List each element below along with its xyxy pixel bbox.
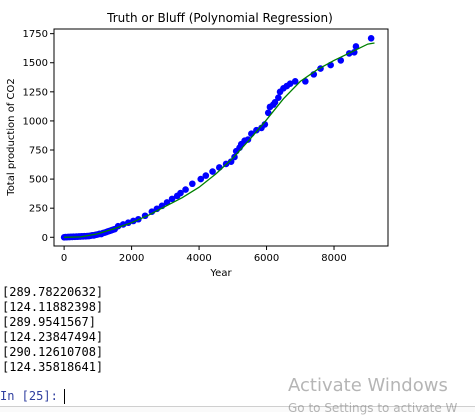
output-line: [124.11882398] [2, 300, 104, 314]
data-point [189, 180, 196, 188]
data-point [350, 48, 358, 56]
y-tick-label: 1500 [23, 58, 48, 69]
y-tick-label: 250 [29, 204, 48, 215]
input-prompt: In [25]: [0, 389, 58, 403]
y-tick-label: 500 [29, 175, 48, 186]
code-cell-input[interactable] [0, 406, 475, 412]
output-line: [289.9541567] [2, 315, 96, 329]
x-tick-label: 0 [61, 253, 67, 264]
chart-title: Truth or Bluff (Polynomial Regression) [106, 11, 333, 25]
data-point [227, 158, 235, 165]
output-line: [124.23847494] [2, 330, 104, 344]
watermark-title: Activate Windows [288, 375, 448, 396]
y-tick-label: 1000 [23, 116, 48, 127]
data-point [168, 195, 176, 203]
data-point [291, 78, 299, 85]
data-point [209, 168, 216, 175]
data-point [148, 208, 156, 215]
data-point [202, 172, 210, 179]
data-point [352, 43, 360, 50]
x-tick-label: 6000 [254, 253, 279, 264]
y-tick-label: 750 [29, 146, 48, 157]
x-axis-label: Year [209, 268, 232, 279]
axes: 0 2000 4000 6000 8000 0 250 500 750 1000 1250 1500 1… [23, 29, 347, 264]
data-point [244, 136, 252, 143]
y-tick-label: 1250 [23, 87, 48, 98]
data-point [275, 94, 282, 101]
output-line: [289.78220632] [2, 285, 104, 299]
regression-line [64, 42, 375, 238]
y-tick-label: 1750 [23, 29, 48, 40]
y-axis-label: Total production of CO2 [6, 78, 17, 196]
watermark-subtitle: Go to Settings to activate W [288, 401, 458, 415]
text-cursor[interactable] [64, 389, 65, 404]
output-line: [290.12610708] [2, 345, 104, 359]
data-point [337, 57, 345, 64]
data-point [264, 109, 272, 117]
output-line: [124.35818641] [2, 360, 104, 374]
data-point [253, 126, 260, 134]
data-point [286, 80, 294, 87]
data-point [367, 35, 375, 42]
data-point [216, 164, 223, 171]
x-tick-label: 8000 [321, 253, 346, 264]
x-tick-label: 2000 [119, 253, 144, 264]
x-tick-label: 4000 [186, 253, 211, 264]
data-point [197, 175, 205, 183]
regression-plot: Truth or Bluff (Polynomial Regression) 0… [6, 11, 389, 279]
data-point [177, 189, 184, 197]
data-point [182, 186, 189, 193]
data-marks [60, 35, 375, 241]
data-point [271, 99, 279, 106]
y-tick-label: 0 [42, 233, 48, 244]
